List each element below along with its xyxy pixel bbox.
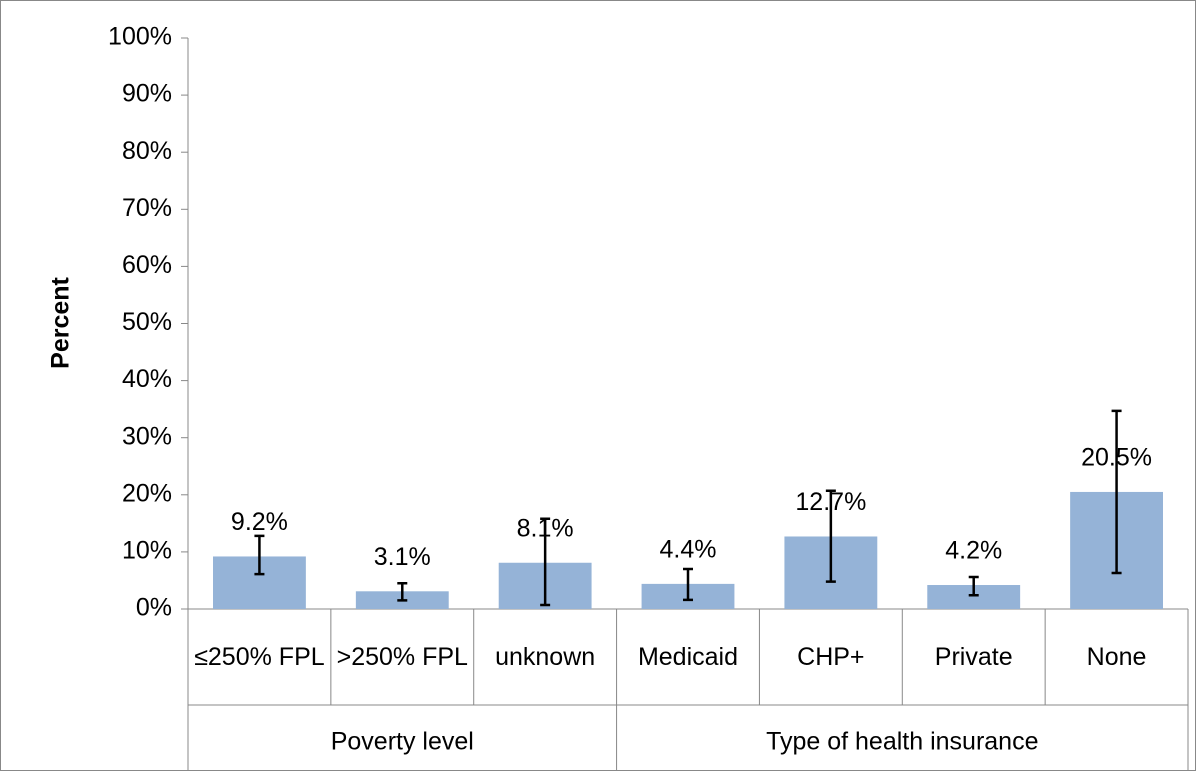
y-tick-label: 10% bbox=[122, 537, 172, 565]
x-tick-label: CHP+ bbox=[797, 643, 865, 671]
error-bar bbox=[968, 575, 979, 597]
y-tick-label: 20% bbox=[122, 479, 172, 507]
error-bar bbox=[540, 517, 551, 607]
error-bar bbox=[254, 534, 265, 576]
value-label: 9.2% bbox=[231, 508, 288, 536]
error-bar bbox=[1111, 409, 1122, 575]
error-bar bbox=[397, 582, 408, 602]
y-tick-label: 0% bbox=[136, 594, 172, 622]
y-tick-label: 60% bbox=[122, 251, 172, 279]
x-tick-label: None bbox=[1086, 643, 1147, 671]
y-tick-label: 70% bbox=[122, 194, 172, 222]
value-label: 4.4% bbox=[660, 535, 717, 563]
y-axis-title: Percent bbox=[47, 276, 75, 368]
y-tick-label: 40% bbox=[122, 365, 172, 393]
y-tick-label: 90% bbox=[122, 80, 172, 108]
y-tick-label: 30% bbox=[122, 422, 172, 450]
x-tick-label: >250% FPL bbox=[336, 643, 468, 671]
x-tick-label: Medicaid bbox=[637, 643, 739, 671]
x-tick-label: ≤250% FPL bbox=[194, 643, 325, 671]
value-label: 3.1% bbox=[374, 543, 431, 571]
y-tick-label: 50% bbox=[122, 308, 172, 336]
x-tick-label: unknown bbox=[495, 643, 596, 671]
group-label: Type of health insurance bbox=[766, 728, 1038, 756]
value-label: 4.2% bbox=[945, 537, 1002, 565]
error-bar bbox=[683, 567, 693, 602]
y-tick-label: 80% bbox=[122, 137, 172, 165]
group-label: Poverty level bbox=[331, 728, 474, 756]
bar bbox=[927, 585, 1021, 609]
y-tick-label: 100% bbox=[108, 23, 172, 51]
error-bar bbox=[825, 489, 836, 583]
x-tick-label: Private bbox=[934, 643, 1013, 671]
